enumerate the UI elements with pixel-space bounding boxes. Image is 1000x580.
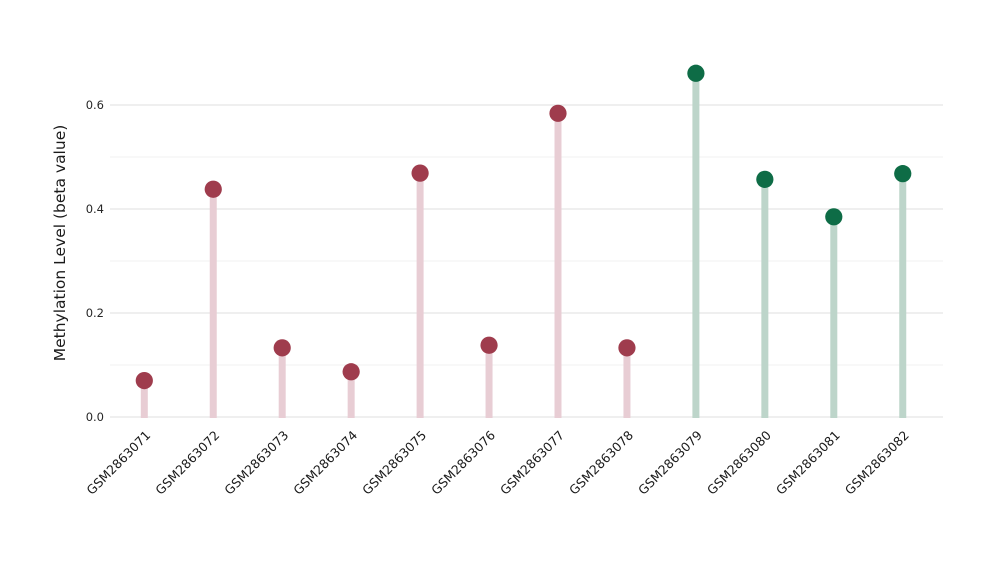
- lollipop-dot: [411, 164, 429, 182]
- lollipop-dot: [756, 170, 774, 188]
- lollipop-dot: [273, 339, 291, 357]
- x-tick-label: GSM2863073: [221, 428, 291, 498]
- lollipop-dot: [135, 372, 153, 390]
- x-tick-label: GSM2863076: [428, 427, 498, 497]
- lollipop-dot: [618, 339, 636, 357]
- y-tick-label: 0.6: [86, 98, 104, 112]
- x-tick-label: GSM2863072: [152, 428, 222, 498]
- y-tick-label: 0.0: [86, 410, 104, 424]
- lollipop-dot: [342, 363, 360, 381]
- x-tick-label: GSM2863071: [83, 428, 153, 498]
- x-tick-label: GSM2863081: [773, 428, 843, 498]
- y-tick-label: 0.2: [86, 306, 104, 320]
- x-tick-label: GSM2863082: [842, 428, 912, 498]
- lollipop-dot: [204, 180, 222, 198]
- lollipop-dot: [687, 64, 705, 82]
- lollipop-dot: [894, 165, 912, 183]
- lollipop-dot: [549, 104, 567, 122]
- y-tick-label: 0.4: [86, 202, 104, 216]
- lollipop-dot: [480, 336, 498, 354]
- x-tick-label: GSM2863074: [290, 427, 360, 497]
- x-tick-label: GSM2863077: [497, 428, 567, 498]
- x-tick-label: GSM2863079: [635, 427, 705, 497]
- x-tick-label: GSM2863075: [359, 428, 429, 498]
- y-axis-title: Methylation Level (beta value): [51, 125, 69, 362]
- x-tick-label: GSM2863080: [704, 427, 774, 497]
- x-tick-label: GSM2863078: [566, 427, 636, 497]
- lollipop-dot: [825, 208, 843, 226]
